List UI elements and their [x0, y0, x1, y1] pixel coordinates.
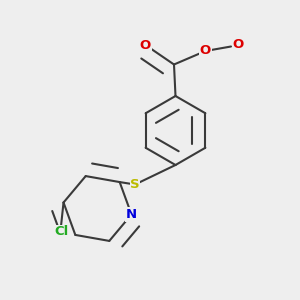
- Text: O: O: [233, 38, 244, 51]
- Text: Cl: Cl: [54, 225, 68, 239]
- Text: S: S: [130, 178, 140, 191]
- Text: N: N: [126, 208, 137, 221]
- Text: O: O: [200, 44, 211, 58]
- Text: O: O: [140, 38, 151, 52]
